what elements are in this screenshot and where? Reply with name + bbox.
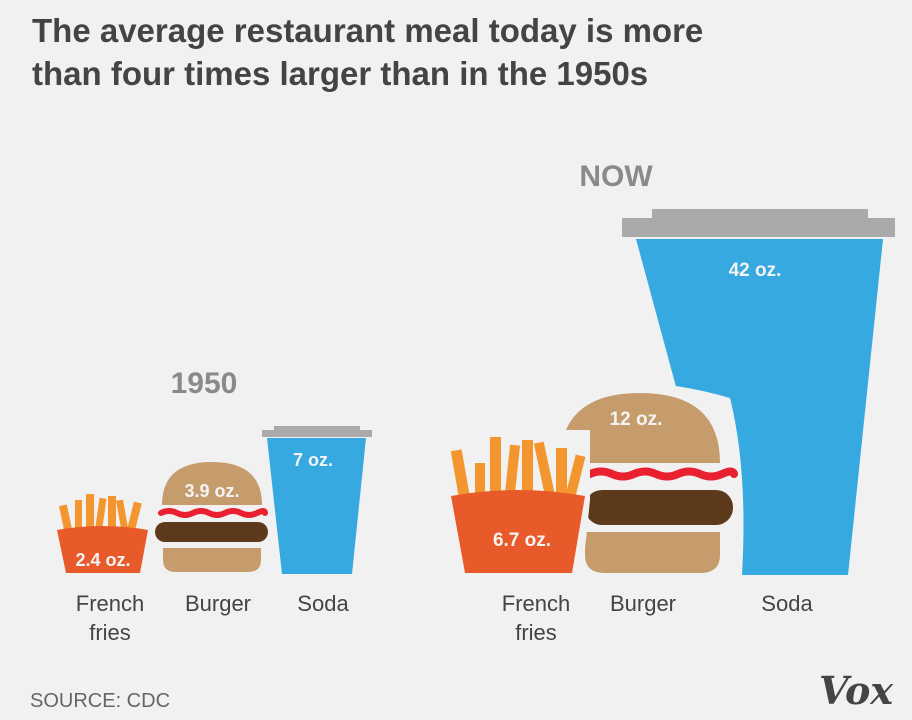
category-label-soda-1950: Soda bbox=[297, 591, 349, 616]
category-label-fries-1950-line1: French bbox=[76, 591, 144, 616]
era-label-now: NOW bbox=[579, 160, 653, 193]
fries-1950-icon bbox=[57, 494, 148, 573]
category-label-fries-now-line2: fries bbox=[515, 620, 557, 645]
title-line-1: The average restaurant meal today is mor… bbox=[32, 12, 703, 49]
value-label-fries-1950: 2.4 oz. bbox=[75, 550, 130, 570]
value-label-soda-1950: 7 oz. bbox=[293, 450, 333, 470]
category-label-fries-now-line1: French bbox=[502, 591, 570, 616]
category-label-soda-now: Soda bbox=[761, 591, 813, 616]
value-label-soda-now: 42 oz. bbox=[729, 260, 782, 281]
soda-1950-icon bbox=[262, 426, 372, 574]
source-note: SOURCE: CDC bbox=[30, 690, 170, 712]
burger-now-icon bbox=[556, 381, 744, 575]
title-line-2: than four times larger than in the 1950s bbox=[32, 55, 648, 92]
era-label-1950: 1950 bbox=[171, 367, 238, 400]
fries-now-icon bbox=[446, 430, 590, 578]
category-label-fries-1950-line2: fries bbox=[89, 620, 131, 645]
category-label-burger-1950: Burger bbox=[185, 591, 251, 616]
value-label-burger-now: 12 oz. bbox=[610, 409, 663, 430]
vox-logo: Vox bbox=[819, 668, 894, 713]
value-label-fries-now: 6.7 oz. bbox=[493, 530, 551, 551]
value-label-burger-1950: 3.9 oz. bbox=[184, 481, 239, 501]
soda-now-icon bbox=[622, 209, 895, 575]
category-label-burger-now: Burger bbox=[610, 591, 676, 616]
burger-1950-icon bbox=[155, 462, 268, 572]
